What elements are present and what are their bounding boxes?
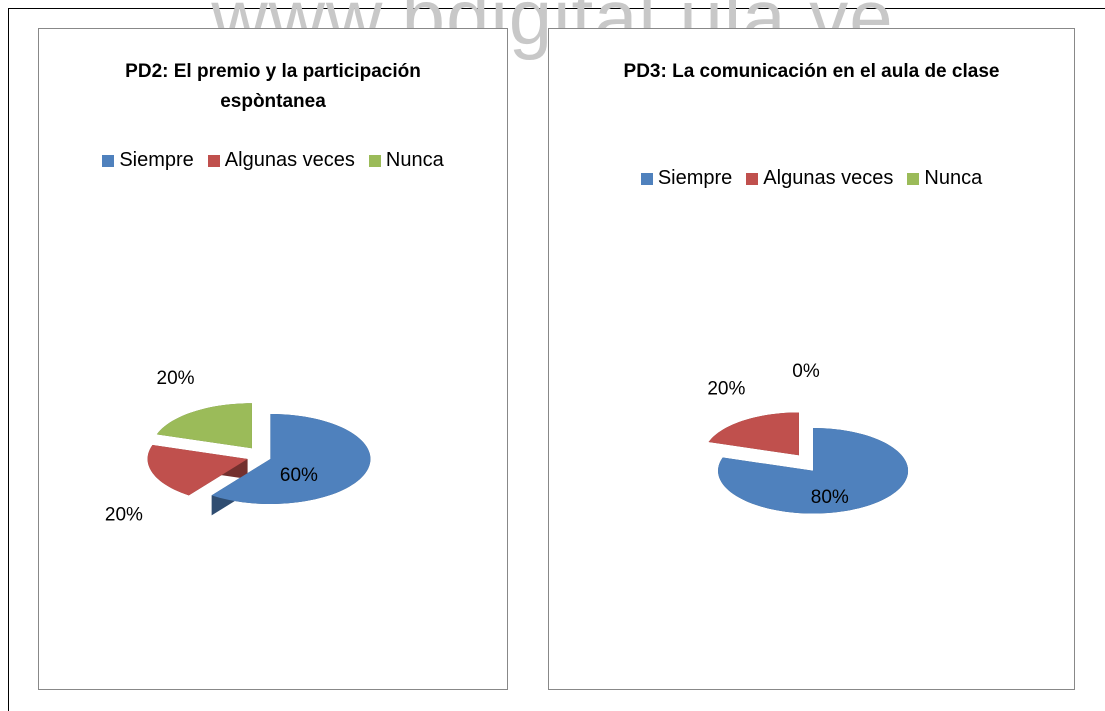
data-label: 20%: [707, 379, 745, 400]
pie-slice: [718, 428, 909, 514]
legend: Siempre Algunas veces Nunca: [549, 167, 1074, 190]
legend-item: Nunca: [368, 149, 444, 172]
legend-swatch: [102, 154, 115, 167]
pie-slice: [708, 412, 799, 456]
data-label: 0%: [792, 361, 820, 382]
pie-slice: [211, 413, 371, 504]
legend-item: Siempre: [640, 167, 733, 190]
legend-item: Algunas veces: [746, 167, 893, 190]
legend-label: Siempre: [119, 149, 194, 171]
data-label: 20%: [105, 504, 143, 525]
data-label: 20%: [157, 368, 195, 389]
pie-slice: [156, 403, 252, 449]
data-label: 60%: [280, 465, 318, 486]
legend-swatch: [907, 172, 920, 185]
pie-slice: [147, 445, 248, 496]
legend-item: Algunas veces: [207, 149, 355, 172]
legend-swatch: [746, 172, 759, 185]
chart-box: PD2: El premio y la participación espònt…: [38, 28, 508, 690]
pie: 60% 20% 20%: [105, 368, 371, 525]
legend-label: Nunca: [385, 149, 444, 171]
data-label: 80%: [811, 487, 849, 508]
legend-swatch: [207, 154, 220, 167]
legend-swatch: [368, 154, 381, 167]
legend: Siempre Algunas veces Nunca: [39, 149, 507, 172]
legend-label: Nunca: [924, 167, 983, 189]
legend-label: Algunas veces: [763, 167, 894, 189]
legend-item: Nunca: [907, 167, 982, 190]
frame: [8, 8, 1105, 711]
legend-label: Siempre: [657, 167, 733, 189]
chart-title: PD3: La comunicación en el aula de clase: [623, 61, 1000, 82]
chart-box: PD3: La comunicación en el aula de clase…: [548, 28, 1075, 690]
legend-item: Siempre: [102, 149, 194, 172]
pie: 80% 20% 0%: [707, 361, 909, 534]
legend-label: Algunas veces: [224, 149, 355, 171]
chart-title: PD2: El premio y la participación espònt…: [125, 61, 421, 112]
legend-swatch: [640, 172, 653, 185]
